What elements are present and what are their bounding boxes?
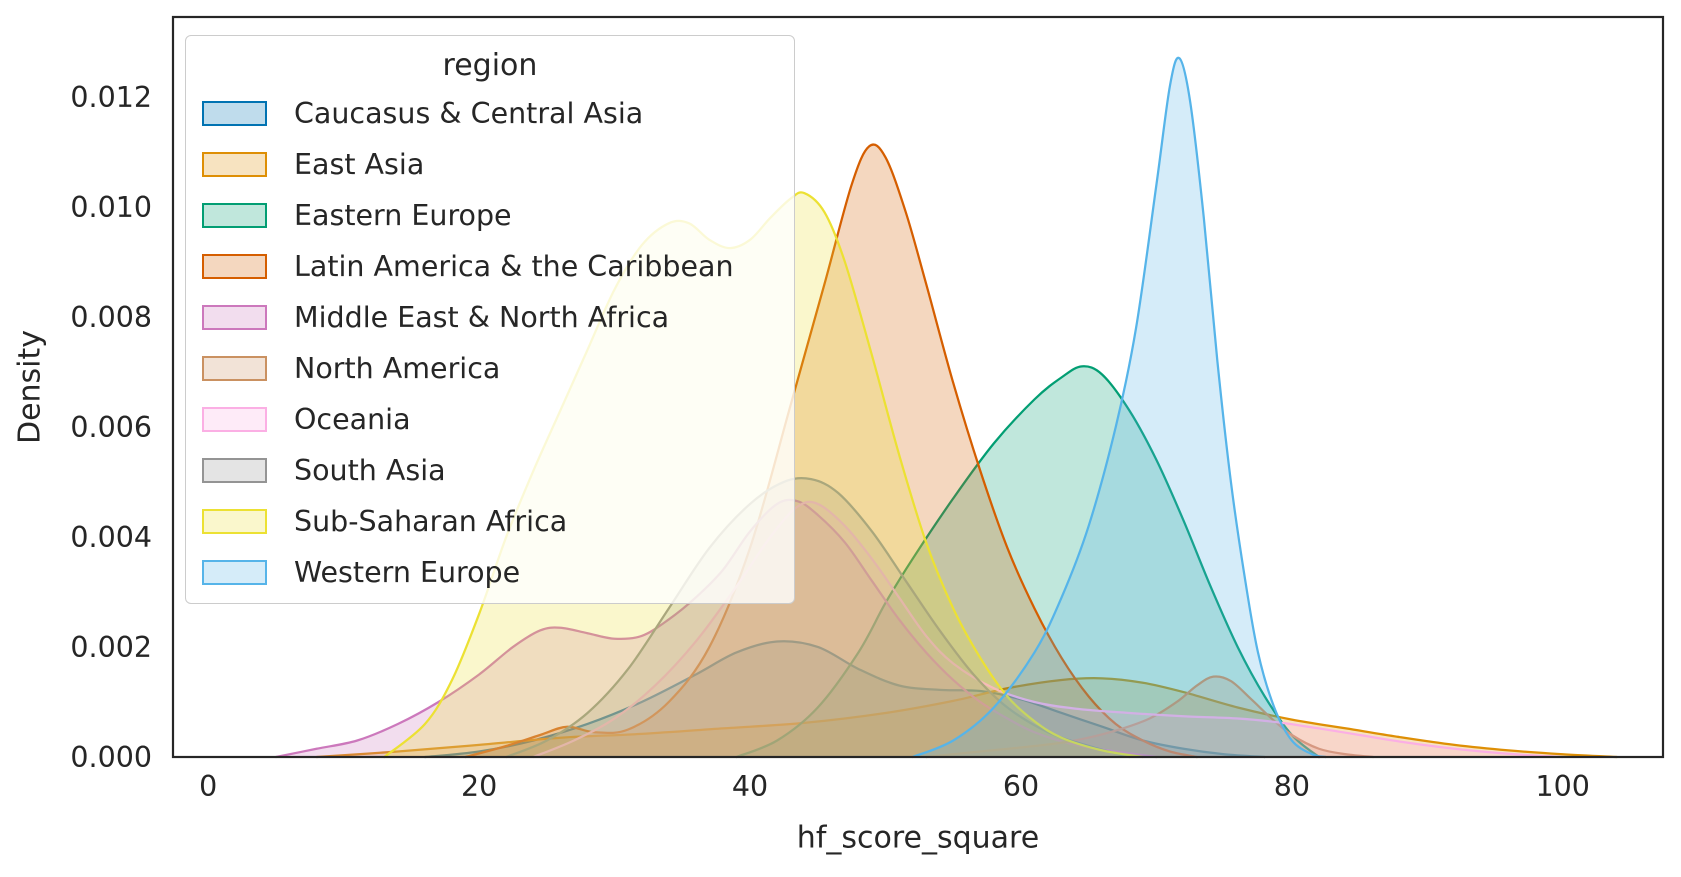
kde-fill-north-america (926, 676, 1374, 757)
legend-item: Latin America & the Caribbean (186, 241, 794, 292)
kde-curve-oceania (532, 500, 1564, 759)
legend-item: Sub-Saharan Africa (186, 496, 794, 547)
legend-swatch-icon (202, 101, 267, 126)
kde-curve-latin-america-the-caribbean (464, 143, 1199, 759)
kde-curve-eastern-europe (735, 365, 1321, 759)
legend-item-label: Caucasus & Central Asia (294, 97, 644, 130)
kde-fill-south-asia (506, 478, 1130, 757)
x-tick-label: 100 (1536, 770, 1590, 803)
legend-swatch-icon (202, 356, 267, 381)
kde-fill-latin-america-the-caribbean (465, 144, 1198, 757)
legend-swatch-icon (202, 458, 267, 483)
kde-curve-western-europe (911, 56, 1327, 759)
legend-swatch-icon (202, 305, 267, 330)
legend-swatch-icon (202, 560, 267, 585)
kde-curve-north-america (925, 675, 1375, 759)
plot-spines (171, 15, 1665, 759)
legend-item-label: Latin America & the Caribbean (294, 250, 734, 283)
y-tick-label: 0.004 (70, 521, 152, 554)
legend-item: Caucasus & Central Asia (186, 88, 794, 139)
kde-fill-caucasus-central-asia (424, 641, 1265, 757)
legend-item: South Asia (186, 445, 794, 496)
kde-fill-eastern-europe (736, 366, 1319, 757)
legend-item-label: Sub-Saharan Africa (294, 505, 568, 538)
kde-curve-east-asia (315, 677, 1619, 759)
x-tick-label: 20 (461, 770, 497, 803)
legend-item-label: North America (294, 352, 501, 385)
kde-fill-east-asia (316, 678, 1617, 757)
kde-fill-western-europe (912, 57, 1326, 758)
x-tick-label: 40 (732, 770, 768, 803)
legend-item: Middle East & North Africa (186, 292, 794, 343)
legend-item: Oceania (186, 394, 794, 445)
legend-item: Western Europe (186, 547, 794, 598)
legend-item-label: East Asia (294, 148, 425, 181)
kde-curve-south-asia (505, 477, 1131, 759)
legend-item-label: Oceania (294, 403, 411, 436)
legend-item: East Asia (186, 139, 794, 190)
y-tick-label: 0.008 (70, 301, 152, 334)
legend-swatch-icon (202, 152, 267, 177)
legend-item: North America (186, 343, 794, 394)
y-tick-label: 0.010 (70, 191, 152, 224)
y-tick-label: 0.006 (70, 411, 152, 444)
legend-item-label: Western Europe (294, 556, 521, 589)
x-tick-label: 60 (1003, 770, 1039, 803)
y-tick-label: 0.012 (70, 81, 152, 114)
y-axis-label: Density (12, 329, 48, 445)
legend-title: region (442, 48, 538, 83)
legend-swatch-icon (202, 203, 267, 228)
legend-item: Eastern Europe (186, 190, 794, 241)
legend: region Caucasus & Central Asia East Asia E… (185, 35, 795, 604)
y-tick-label: 0.002 (70, 631, 152, 664)
kde-fill-middle-east-north-africa (275, 499, 1157, 757)
x-axis-label: hf_score_square (796, 820, 1040, 856)
x-tick-label: 80 (1274, 770, 1310, 803)
x-tick-label: 0 (199, 770, 217, 803)
legend-swatch-icon (202, 254, 267, 279)
legend-item-label: Middle East & North Africa (294, 301, 670, 334)
legend-swatch-icon (202, 509, 267, 534)
y-tick-label: 0.000 (70, 741, 152, 774)
legend-item-label: South Asia (294, 454, 446, 487)
legend-item-label: Eastern Europe (294, 199, 512, 232)
legend-swatch-icon (202, 407, 267, 432)
legend-items: Caucasus & Central Asia East Asia Eastern … (186, 88, 794, 598)
